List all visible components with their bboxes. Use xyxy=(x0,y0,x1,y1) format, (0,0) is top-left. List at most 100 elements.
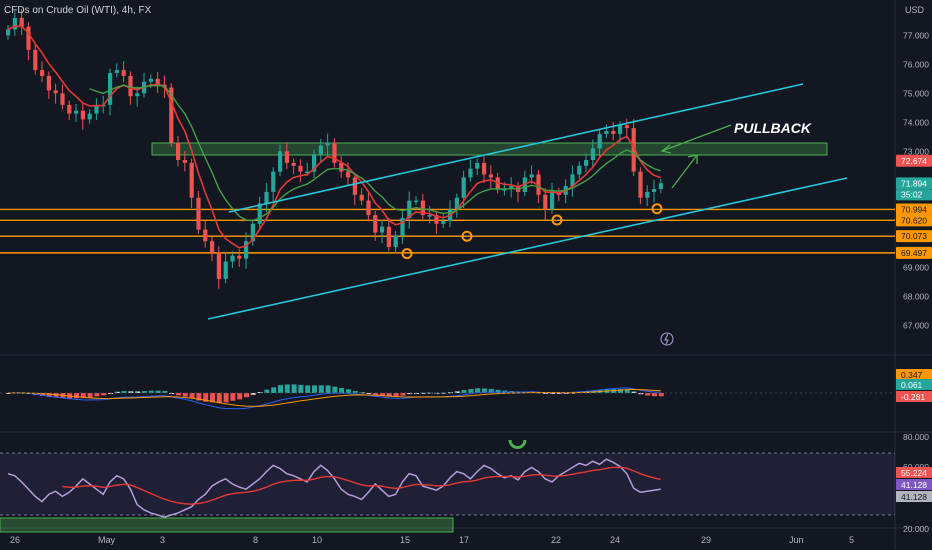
macd-tag-bg xyxy=(896,379,932,390)
candle-body xyxy=(468,168,473,178)
pullback-arrow xyxy=(660,124,732,154)
flash-icon[interactable] xyxy=(660,332,674,346)
candle-body xyxy=(427,215,432,217)
macd-bar xyxy=(420,392,426,394)
candle-body xyxy=(114,70,119,73)
pivot-low-marker xyxy=(401,248,413,260)
macd-bar xyxy=(87,393,93,398)
time-tick-label: 5 xyxy=(849,535,854,545)
time-tick-label: 15 xyxy=(400,535,410,545)
macd-bar xyxy=(386,393,392,397)
candle-body xyxy=(135,93,140,97)
candle-body xyxy=(244,241,249,259)
macd-bar xyxy=(121,391,127,393)
candle-body xyxy=(210,241,215,253)
macd-bar xyxy=(346,389,351,393)
channel-upper-line[interactable] xyxy=(228,83,804,213)
time-tick-label: May xyxy=(98,535,116,545)
macd-bar xyxy=(264,389,270,393)
candle-body xyxy=(278,151,283,172)
macd-bar xyxy=(210,393,215,403)
rsi-tick-label: 20.000 xyxy=(903,524,929,534)
candle-body xyxy=(305,171,310,174)
macd-bar xyxy=(94,393,100,397)
macd-bar xyxy=(325,385,331,393)
candle-body xyxy=(597,133,602,149)
candle-body xyxy=(550,191,555,210)
macd-bar xyxy=(216,393,222,404)
rsi-circle-marker xyxy=(508,439,527,449)
candle-body xyxy=(148,78,153,82)
macd-bar xyxy=(658,393,664,397)
macd-bar xyxy=(611,389,617,393)
macd-bar xyxy=(461,390,467,393)
candle-body xyxy=(155,78,160,85)
candle-body xyxy=(203,229,208,242)
candle-body xyxy=(434,215,439,224)
candle-body xyxy=(128,75,133,97)
candle-body xyxy=(482,162,487,175)
candle-body xyxy=(420,200,425,216)
macd-bar xyxy=(366,393,372,394)
level-price-tag-bg xyxy=(896,246,932,259)
candle-body xyxy=(189,162,194,198)
candle-body xyxy=(40,70,45,76)
candles xyxy=(6,8,663,290)
candle-body xyxy=(570,174,575,187)
macd-bar xyxy=(339,388,345,393)
level-price-tag-bg xyxy=(896,203,932,216)
channel-lower-line[interactable] xyxy=(207,177,848,320)
macd-tag: 0.061 xyxy=(901,380,923,390)
projection-arrow xyxy=(671,154,698,189)
candle-body xyxy=(230,255,235,262)
candle-body xyxy=(257,203,262,224)
candle-body xyxy=(543,194,548,210)
macd-bar xyxy=(373,393,379,396)
candle-body xyxy=(658,183,663,189)
level-price-tag: 70.994 xyxy=(901,204,927,214)
current-price-tag-bg xyxy=(896,154,932,167)
candle-body xyxy=(6,29,11,36)
candle-body xyxy=(291,162,296,166)
candle-body xyxy=(652,189,657,192)
macd-bar xyxy=(488,388,494,393)
macd-bar xyxy=(203,393,209,402)
macd-bar xyxy=(101,393,107,396)
pivot-low-marker xyxy=(551,214,563,226)
macd-bar xyxy=(196,393,202,401)
macd-bar xyxy=(312,385,317,393)
price-tick-label: 69.000 xyxy=(903,262,929,272)
candle-body xyxy=(53,90,58,94)
rsi-tag-bg xyxy=(896,467,932,478)
macd-bar xyxy=(407,393,413,395)
macd-bar xyxy=(482,388,487,393)
rsi-tag: 55.224 xyxy=(901,468,927,478)
candle-body xyxy=(271,171,276,192)
rsi-line xyxy=(7,458,661,518)
candle-body xyxy=(169,87,174,143)
macd-bar xyxy=(298,384,304,393)
candle-body xyxy=(346,171,351,178)
candle-body xyxy=(509,186,514,189)
support-levels[interactable] xyxy=(0,208,895,254)
rsi-tag: 41.128 xyxy=(901,480,927,490)
macd-bar xyxy=(318,385,324,393)
time-axis[interactable]: 26 May 3 8 10 15 17 22 24 29 Jun 5 xyxy=(10,535,854,545)
macd-bar xyxy=(352,390,358,393)
time-tick-label: 24 xyxy=(610,535,620,545)
macd-bar xyxy=(393,393,399,397)
macd-bar xyxy=(380,393,385,396)
macd-bar xyxy=(284,384,290,393)
macd-bar xyxy=(189,393,195,399)
macd-bar xyxy=(244,393,249,398)
rsi-zone xyxy=(0,517,454,533)
macd-bar xyxy=(230,393,236,401)
macd-bar xyxy=(40,393,45,397)
level-price-tag: 70.073 xyxy=(901,231,927,241)
macd-bar xyxy=(278,385,283,393)
current-price-tag: 72.674 xyxy=(901,156,927,166)
